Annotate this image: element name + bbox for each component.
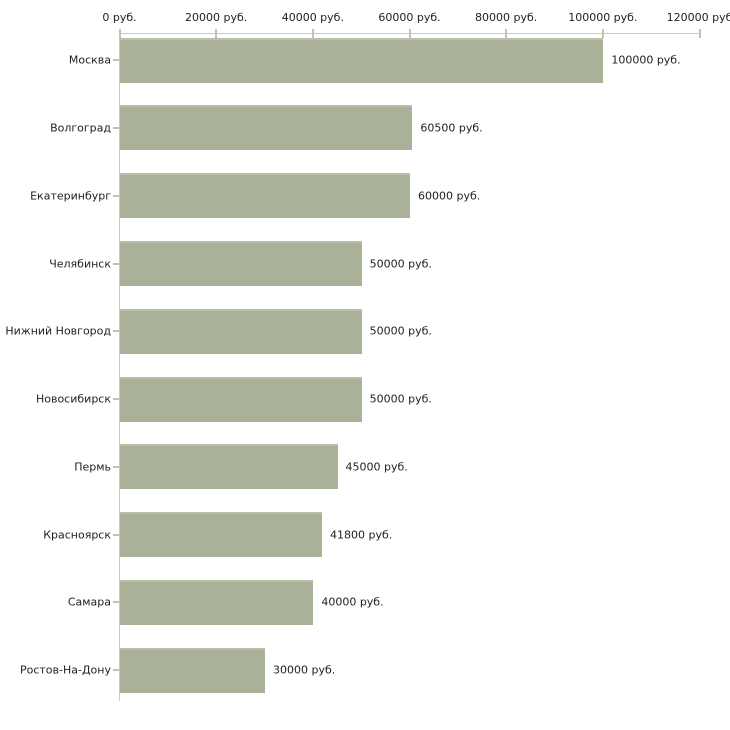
value-label: 45000 руб.: [345, 460, 408, 474]
category-label: Самара: [67, 595, 111, 609]
x-axis-tick-label: 60000 руб.: [378, 11, 441, 24]
x-axis-tick: [505, 29, 508, 38]
x-axis-tick: [118, 29, 121, 38]
category-label: Волгоград: [50, 121, 111, 135]
bar: [120, 647, 265, 693]
bar: [120, 37, 604, 83]
x-axis-tick-label: 100000 руб.: [568, 11, 638, 24]
x-axis-tick: [408, 29, 411, 38]
value-label: 30000 руб.: [273, 663, 336, 677]
bar: [120, 376, 362, 422]
value-label: 100000 руб.: [611, 53, 681, 67]
y-axis-tick: [113, 262, 120, 265]
value-label: 60500 руб.: [420, 121, 483, 135]
category-label: Ростов-На-Дону: [19, 663, 111, 677]
y-axis-tick: [113, 601, 120, 604]
y-axis-tick: [113, 59, 120, 62]
x-axis-tick: [698, 29, 701, 38]
value-label: 50000 руб.: [369, 324, 432, 338]
category-label: Красноярск: [43, 528, 111, 542]
x-axis-tick: [601, 29, 604, 38]
bar: [120, 444, 338, 490]
x-axis-tick-label: 0 руб.: [102, 11, 137, 24]
x-axis-tick: [215, 29, 218, 38]
bar: [120, 105, 413, 151]
value-label: 60000 руб.: [418, 189, 481, 203]
x-axis-tick-label: 120000 руб: [666, 11, 730, 24]
y-axis-tick: [113, 533, 120, 536]
x-axis-tick: [311, 29, 314, 38]
y-axis-tick: [113, 465, 120, 468]
bar: [120, 308, 362, 354]
y-axis-tick: [113, 330, 120, 333]
y-axis-line: [119, 33, 120, 701]
y-axis-tick: [113, 126, 120, 129]
category-label: Нижний Новгород: [5, 324, 111, 338]
category-label: Екатеринбург: [30, 189, 111, 203]
category-label: Новосибирск: [35, 392, 111, 406]
category-label: Челябинск: [49, 257, 111, 271]
x-axis-tick-label: 80000 руб.: [475, 11, 538, 24]
x-axis-tick-label: 20000 руб.: [185, 11, 248, 24]
x-axis-tick-label: 40000 руб.: [281, 11, 344, 24]
y-axis-tick: [113, 398, 120, 401]
bar: [120, 512, 323, 558]
bar: [120, 241, 362, 287]
category-label: Пермь: [74, 460, 111, 474]
y-axis-tick: [113, 669, 120, 672]
value-label: 40000 руб.: [321, 595, 384, 609]
value-label: 50000 руб.: [369, 257, 432, 271]
value-label: 41800 руб.: [330, 528, 393, 542]
category-label: Москва: [68, 53, 111, 67]
y-axis-tick: [113, 194, 120, 197]
bar: [120, 579, 314, 625]
value-label: 50000 руб.: [369, 392, 432, 406]
bar: [120, 173, 410, 219]
